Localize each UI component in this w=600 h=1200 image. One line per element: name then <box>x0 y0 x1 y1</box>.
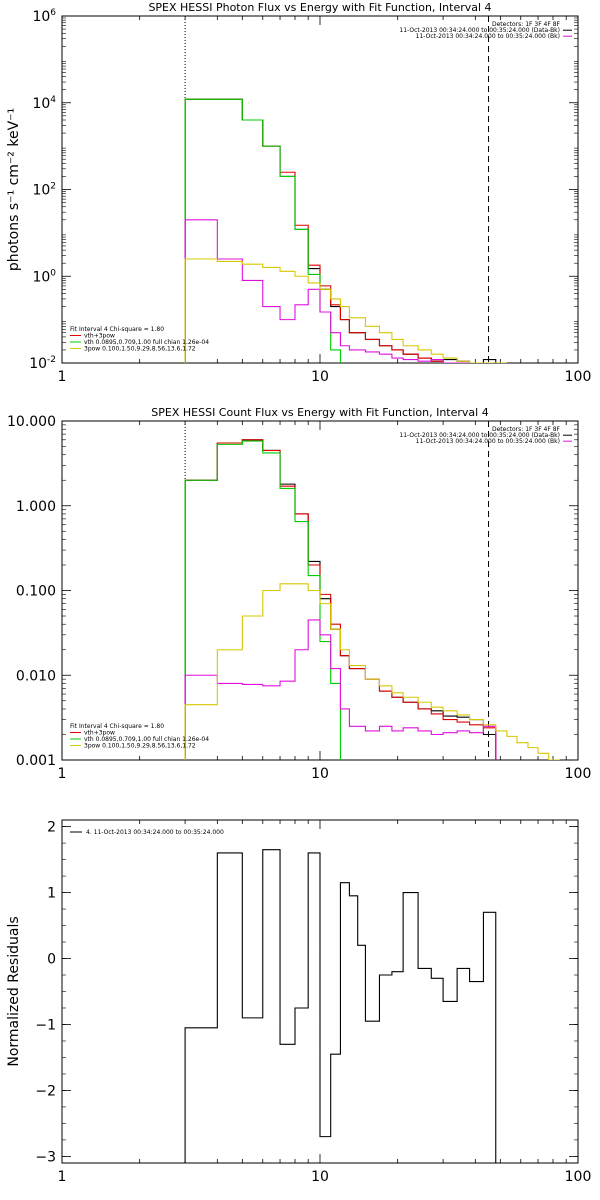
x-tick-label: 10 <box>311 1169 329 1185</box>
y-tick-label: 100 <box>32 268 56 285</box>
legend-entry: vth+3pow <box>84 730 115 737</box>
series-line-3 <box>184 98 341 363</box>
y-tick-label: 102 <box>32 182 56 199</box>
x-tick-label: 100 <box>565 1169 592 1185</box>
x-tick-label: 1 <box>58 1169 67 1185</box>
x-tick-label: 10 <box>311 369 329 385</box>
x-tick-label: 10 <box>311 766 329 782</box>
chart-panel-2: SPEX HESSI Count Flux vs Energy with Fit… <box>7 406 591 782</box>
legend-entry: 11-Oct-2013 00:34:24.000 to 00:35:24.000… <box>399 432 560 439</box>
series-line-5 <box>184 258 507 363</box>
y-tick-label: 1.000 <box>16 499 56 515</box>
x-tick-label: 100 <box>565 369 592 385</box>
x-tick-label: 1 <box>58 369 67 385</box>
legend-entry: Detectors: 1F 3F 4F 8F <box>492 21 561 28</box>
series-group <box>184 849 497 1163</box>
y-tick-label: 0.100 <box>16 584 56 600</box>
legend-entry: vth 0.0895,0.709,1.00 full chian 1.26e-0… <box>84 736 209 743</box>
y-tick-label: 106 <box>32 8 56 25</box>
legend-entry: vth 0.0895,0.709,1.00 full chian 1.26e-0… <box>84 339 209 346</box>
legend-entry: 11-Oct-2013 00:34:24.000 to 00:35:24.000… <box>399 27 560 34</box>
y-tick-label: 104 <box>32 95 56 112</box>
x-tick-label: 1 <box>58 766 67 782</box>
y-axis-label: Normalized Residuals <box>6 916 22 1066</box>
chart-title: SPEX HESSI Count Flux vs Energy with Fit… <box>151 406 488 419</box>
series-line-2 <box>184 439 497 760</box>
legend-entry: Fit Interval 4 Chi-square = 1.80 <box>70 723 164 730</box>
legend-entry: 4. 11-Oct-2013 00:34:24.000 to 00:35:24.… <box>86 829 224 836</box>
y-tick-label: 2 <box>47 820 56 836</box>
series-line-1 <box>184 98 501 363</box>
series-line-4 <box>184 219 496 363</box>
y-tick-label: 0.010 <box>16 668 56 684</box>
series-line-4 <box>184 619 497 760</box>
y-tick-label: 1 <box>47 886 56 902</box>
y-tick-label: −1 <box>35 1017 56 1033</box>
series-line-1 <box>184 849 497 1163</box>
chart-panel-1: SPEX HESSI Photon Flux vs Energy with Fi… <box>6 1 591 385</box>
y-tick-label: 10.000 <box>7 414 56 430</box>
y-axis-label: photons s⁻¹ cm⁻² keV⁻¹ <box>6 108 22 271</box>
x-tick-label: 100 <box>565 766 592 782</box>
series-line-3 <box>184 440 341 760</box>
series-line-5 <box>184 583 560 760</box>
y-tick-label: 0.001 <box>16 753 56 769</box>
y-tick-label: −2 <box>35 1083 56 1099</box>
legend-entry: 11-Oct-2013 00:34:24.000 to 00:35:24.000… <box>416 438 560 445</box>
chart-title: SPEX HESSI Photon Flux vs Energy with Fi… <box>148 1 491 14</box>
series-group <box>184 98 507 363</box>
y-tick-label: 0 <box>47 952 56 968</box>
legend-entry: 3pow 0.100,1.50,9.29,8.56,13.6,1.72 <box>84 743 196 750</box>
legend-entry: vth+3pow <box>84 333 115 340</box>
legend-entry: Detectors: 1F 3F 4F 8F <box>492 426 561 433</box>
series-group <box>184 439 560 760</box>
y-tick-label: −3 <box>35 1149 56 1165</box>
series-line-2 <box>184 98 501 363</box>
legend-entry: Fit Interval 4 Chi-square = 1.80 <box>70 326 164 333</box>
legend-entry: 3pow 0.100,1.50,9.29,8.56,13.6,1.72 <box>84 346 196 353</box>
legend-entry: 11-Oct-2013 00:34:24.000 to 00:35:24.000… <box>416 33 560 40</box>
y-tick-label: 10-2 <box>29 355 56 372</box>
